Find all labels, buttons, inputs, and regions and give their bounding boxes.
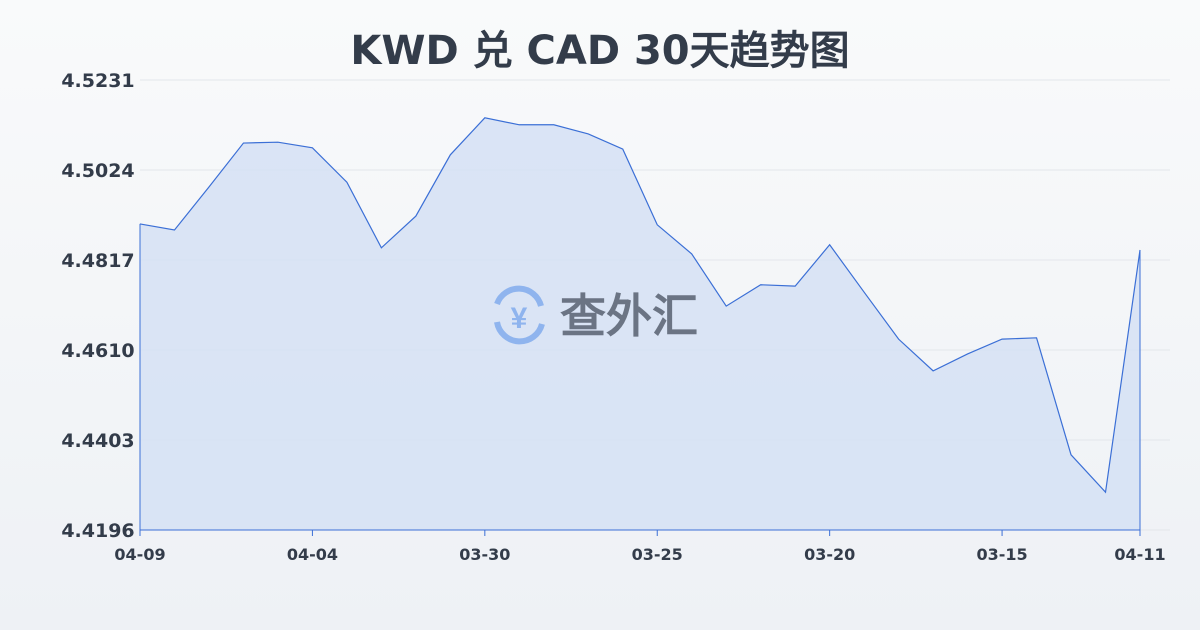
- yen-exchange-icon: ¥: [494, 285, 545, 345]
- x-tick-label: 03-15: [976, 545, 1027, 564]
- chart-title: KWD 兑 CAD 30天趋势图: [350, 28, 850, 74]
- y-tick-label: 4.4817: [61, 250, 134, 272]
- x-tick-label: 03-30: [459, 545, 510, 564]
- x-tick-label: 04-11: [1114, 545, 1165, 564]
- y-tick-label: 4.4403: [61, 430, 134, 452]
- watermark-text: 查外汇: [560, 289, 698, 343]
- y-tick-label: 4.4610: [61, 340, 134, 362]
- svg-text:¥: ¥: [511, 302, 528, 335]
- x-tick-label: 04-09: [114, 545, 165, 564]
- x-tick-label: 04-04: [287, 545, 338, 564]
- y-tick-label: 4.5024: [61, 160, 134, 182]
- y-tick-label: 4.5231: [61, 70, 134, 92]
- x-tick-label: 03-20: [804, 545, 855, 564]
- series-line: [139, 117, 1141, 494]
- area-fill: [140, 117, 1140, 531]
- y-tick-label: 4.4196: [61, 520, 134, 542]
- x-tick-label: 03-25: [632, 545, 683, 564]
